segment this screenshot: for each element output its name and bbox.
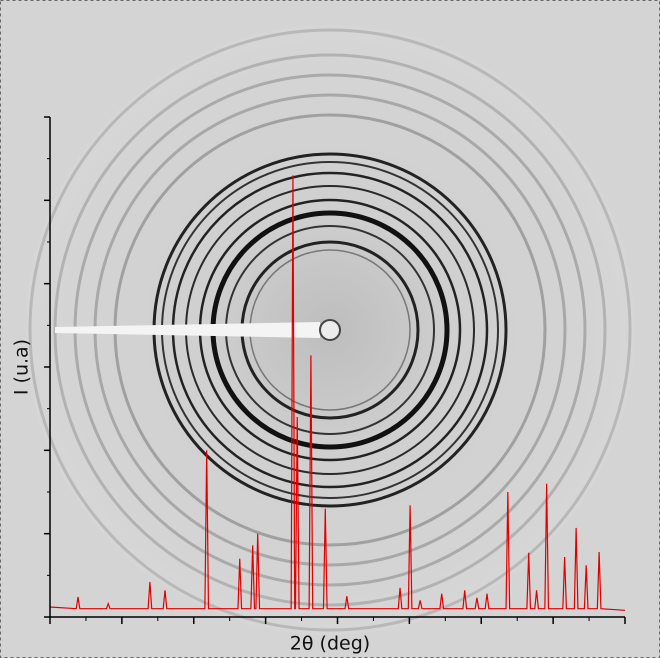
- x-axis-label: 2θ (deg): [290, 633, 370, 655]
- diffraction-pattern: [25, 25, 635, 635]
- spectrum-line: [49, 175, 626, 611]
- y-axis-label: I (u.a): [11, 339, 33, 395]
- plot: [44, 116, 626, 624]
